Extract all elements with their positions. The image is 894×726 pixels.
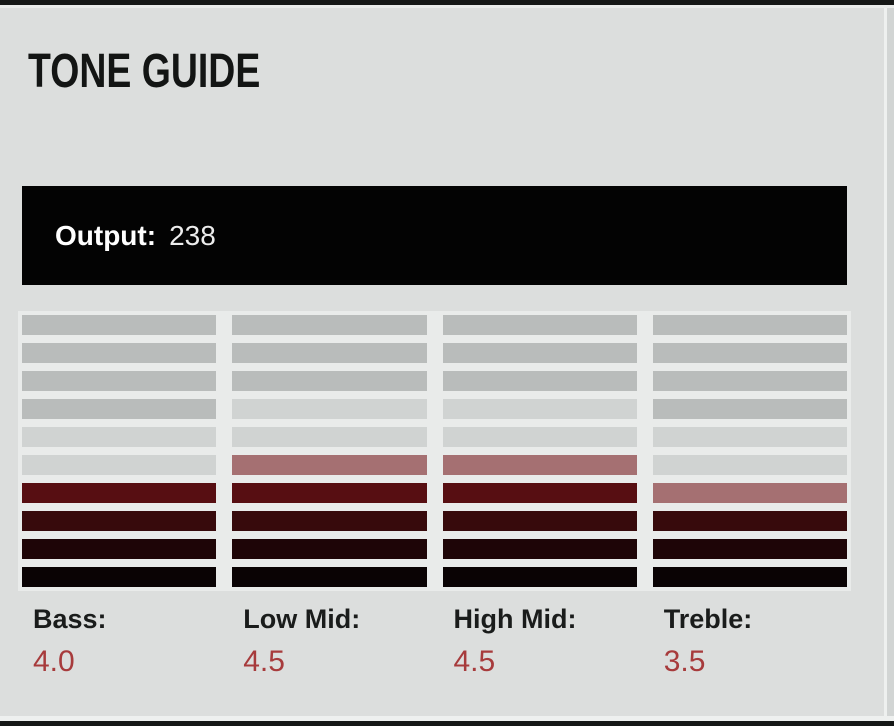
meter-segment-half xyxy=(652,483,847,503)
meter-segment-dim xyxy=(232,343,427,363)
meter-segment-on2 xyxy=(22,539,217,559)
meter-segment-half xyxy=(442,455,637,475)
channel-value-low-mid: 4.5 xyxy=(243,645,285,678)
meter-segment-faint xyxy=(232,399,427,419)
meter-segment-on1 xyxy=(232,567,427,587)
meter-segment-dim xyxy=(232,315,427,335)
meter-segment-on4 xyxy=(442,483,637,503)
meter-segment-on1 xyxy=(22,567,217,587)
output-display: Output: 238 xyxy=(22,186,847,285)
meter-segment-on2 xyxy=(232,539,427,559)
top-border-highlight xyxy=(0,5,894,8)
output-label: Output: xyxy=(55,219,157,251)
page-title: TONE GUIDE xyxy=(28,45,261,98)
meter-segment-on1 xyxy=(652,567,847,587)
meter-column-bass xyxy=(22,315,217,587)
channel-label-low-mid: Low Mid: xyxy=(243,604,361,634)
meter-segment-on3 xyxy=(22,511,217,531)
meter-segment-faint xyxy=(442,427,637,447)
meter-segment-faint xyxy=(22,427,217,447)
channel-value-treble: 3.5 xyxy=(663,645,706,678)
meter-segment-dim xyxy=(652,315,847,335)
channel-values: 4.0 4.5 4.5 3.5 xyxy=(18,644,851,680)
meter-segment-faint xyxy=(232,427,427,447)
meter-segment-dim xyxy=(22,371,217,391)
bottom-border-highlight xyxy=(0,716,894,721)
meter-column-high-mid xyxy=(442,315,637,587)
channel-label-high-mid: High Mid: xyxy=(453,604,577,634)
top-border xyxy=(0,0,894,5)
output-value: 238 xyxy=(169,219,216,251)
right-border-highlight xyxy=(884,8,887,716)
channel-value-high-mid: 4.5 xyxy=(453,645,496,678)
meter-segment-faint xyxy=(652,455,847,475)
meter-segment-dim xyxy=(22,343,217,363)
meter-segment-dim xyxy=(22,399,217,419)
tone-meter xyxy=(18,311,851,591)
meter-column-low-mid xyxy=(232,315,427,587)
meter-segment-on2 xyxy=(652,539,847,559)
meter-segment-on3 xyxy=(232,511,427,531)
meter-segment-dim xyxy=(442,315,637,335)
meter-segment-dim xyxy=(442,371,637,391)
meter-segment-faint xyxy=(22,455,217,475)
meter-segment-faint xyxy=(442,399,637,419)
meter-segment-on4 xyxy=(22,483,217,503)
meter-column-treble xyxy=(652,315,847,587)
bottom-border xyxy=(0,721,894,726)
meter-segment-on1 xyxy=(442,567,637,587)
meter-segment-dim xyxy=(652,399,847,419)
right-border xyxy=(887,8,894,716)
meter-segment-dim xyxy=(652,343,847,363)
meter-segment-dim xyxy=(442,343,637,363)
meter-segment-dim xyxy=(232,371,427,391)
channel-label-bass: Bass: xyxy=(33,604,107,634)
channel-labels: Bass: Low Mid: High Mid: Treble: xyxy=(18,603,851,635)
meter-segment-dim xyxy=(652,371,847,391)
meter-segment-faint xyxy=(652,427,847,447)
meter-segment-on3 xyxy=(652,511,847,531)
channel-label-treble: Treble: xyxy=(663,604,753,634)
channel-value-bass: 4.0 xyxy=(33,645,75,678)
meter-segment-half xyxy=(232,455,427,475)
meter-segment-dim xyxy=(22,315,217,335)
meter-segment-on3 xyxy=(442,511,637,531)
meter-segment-on2 xyxy=(442,539,637,559)
meter-segment-on4 xyxy=(232,483,427,503)
